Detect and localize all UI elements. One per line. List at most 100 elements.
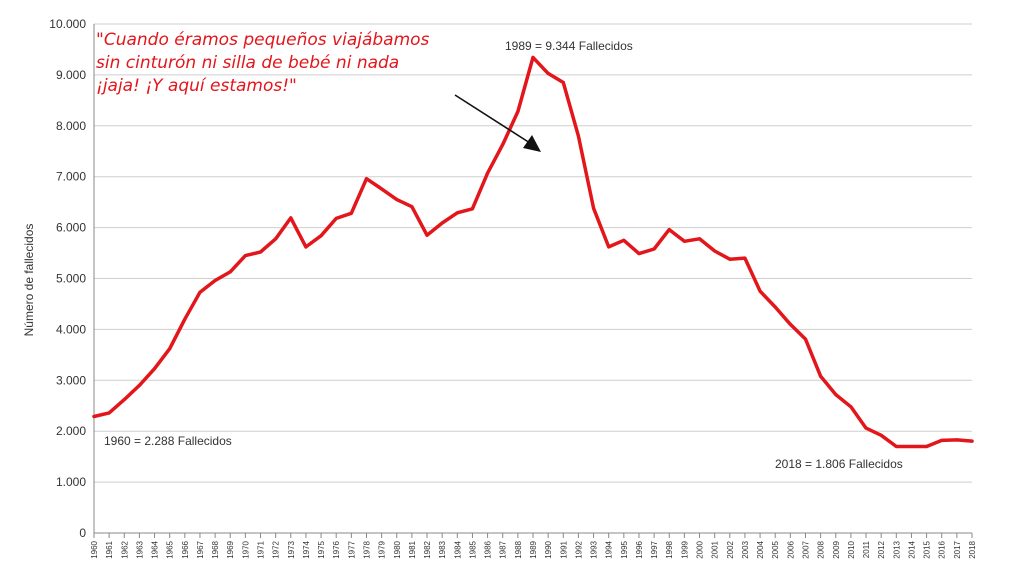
x-tick-label: 1994 (605, 540, 614, 558)
y-tick-label: 7.000 (56, 170, 86, 184)
x-tick-label: 2000 (696, 540, 705, 558)
x-tick-label: 1964 (151, 540, 160, 558)
x-tick-label: 1976 (332, 540, 341, 558)
x-tick-label: 1961 (105, 540, 114, 558)
y-tick-label: 1.000 (56, 475, 86, 489)
data-point (879, 433, 883, 437)
x-tick-label: 1974 (302, 540, 311, 558)
data-point (531, 55, 535, 59)
data-point (213, 279, 217, 283)
data-point (440, 221, 444, 225)
quote-line-1: "Cuando éramos pequeños viajábamos (96, 30, 430, 50)
data-point (925, 444, 929, 448)
x-tick-label: 1996 (635, 540, 644, 558)
data-point (92, 415, 96, 419)
x-tick-label: 1978 (362, 540, 371, 558)
data-point (107, 411, 111, 415)
data-point (637, 252, 641, 256)
data-point (561, 81, 565, 85)
x-tick-label: 1962 (120, 540, 129, 558)
quote-line-3: ¡jaja! ¡Y aquí estamos!" (96, 76, 297, 96)
data-point (592, 206, 596, 210)
x-tick-label: 1980 (393, 540, 402, 558)
data-point (410, 205, 414, 209)
x-tick-label: 1998 (665, 540, 674, 558)
x-tick-label: 1983 (438, 540, 447, 558)
annotation-1989: 1989 = 9.344 Fallecidos (505, 39, 633, 53)
x-tick-label: 2003 (741, 540, 750, 558)
x-tick-label: 2006 (786, 540, 795, 558)
annotation-1960: 1960 = 2.288 Fallecidos (104, 434, 232, 448)
data-point (274, 237, 278, 241)
x-tick-label: 2018 (968, 540, 977, 558)
y-tick-label: 2.000 (56, 424, 86, 438)
x-tick-label: 1966 (181, 540, 190, 558)
x-tick-label: 1977 (347, 540, 356, 558)
data-point (773, 305, 777, 309)
x-tick-label: 2015 (923, 540, 932, 558)
y-tick-label: 8.000 (56, 119, 86, 133)
data-point (334, 216, 338, 220)
x-tick-label: 2017 (953, 540, 962, 558)
x-tick-label: 1973 (287, 540, 296, 558)
x-tick-label: 1999 (680, 540, 689, 558)
x-tick-label: 2007 (801, 540, 810, 558)
data-point (243, 254, 247, 258)
data-point (380, 187, 384, 191)
data-point (198, 290, 202, 294)
x-tick-label: 1991 (559, 540, 568, 558)
data-point (622, 238, 626, 242)
grid-lines (94, 23, 972, 483)
arrow (454, 94, 541, 152)
data-point (940, 438, 944, 442)
x-tick-label: 2001 (711, 540, 720, 558)
y-axis-label: Número de fallecidos (22, 224, 36, 337)
x-tick-label: 1993 (590, 540, 599, 558)
x-tick-label: 2012 (877, 540, 886, 558)
data-point (849, 405, 853, 409)
data-point (319, 234, 323, 238)
data-point (349, 211, 353, 215)
y-tick-label: 5.000 (56, 272, 86, 286)
y-tick-label: 10.000 (49, 17, 86, 31)
data-point (894, 444, 898, 448)
data-point (122, 398, 126, 402)
x-tick-label: 1985 (468, 540, 477, 558)
x-tick-label: 2004 (756, 540, 765, 558)
x-tick-label: 1995 (620, 540, 629, 558)
y-tick-labels: 0 1.000 2.000 3.000 4.000 5.000 6.000 7.000 8.00… (49, 17, 86, 540)
x-tick-label: 1960 (90, 540, 99, 558)
x-tick-label: 1965 (166, 540, 175, 558)
x-tick-label: 1972 (272, 540, 281, 558)
data-point (909, 444, 913, 448)
y-tick-label: 4.000 (56, 322, 86, 336)
x-tick-label: 1990 (544, 540, 553, 558)
data-point (137, 383, 141, 387)
x-tick-label: 1967 (196, 540, 205, 558)
x-tick-label: 2011 (862, 540, 871, 558)
data-point (470, 207, 474, 211)
x-tick-label: 2002 (726, 540, 735, 558)
data-point (819, 374, 823, 378)
x-tick-label: 1968 (211, 540, 220, 558)
data-point (728, 257, 732, 261)
x-tick-label: 1997 (650, 540, 659, 558)
axes (93, 24, 973, 538)
data-point (168, 347, 172, 351)
data-point (153, 367, 157, 371)
x-tick-label: 1970 (241, 540, 250, 558)
series-line (92, 55, 974, 449)
x-tick-label: 1963 (135, 540, 144, 558)
data-point (970, 439, 974, 443)
data-point (501, 143, 505, 147)
x-tick-label: 2014 (907, 540, 916, 558)
data-point (425, 233, 429, 237)
x-tick-label: 2010 (847, 540, 856, 558)
data-point (834, 393, 838, 397)
x-tick-label: 2016 (938, 540, 947, 558)
data-point (698, 237, 702, 241)
data-point (607, 245, 611, 249)
data-point (955, 438, 959, 442)
x-tick-label: 2008 (817, 540, 826, 558)
